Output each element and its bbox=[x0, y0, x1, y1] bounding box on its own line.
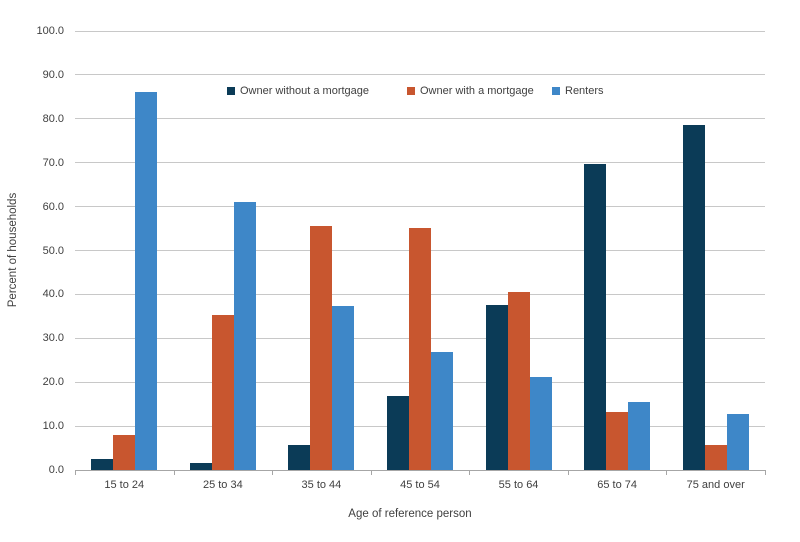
x-category-label: 35 to 44 bbox=[301, 479, 342, 491]
bar-series1-cat7 bbox=[682, 124, 705, 470]
bar-series3-cat5 bbox=[529, 377, 552, 470]
gridline bbox=[75, 206, 765, 208]
x-category-label: 55 to 64 bbox=[498, 479, 539, 491]
bar-series3-cat4 bbox=[431, 352, 453, 470]
x-tick-mark bbox=[173, 470, 175, 475]
gridline bbox=[75, 74, 765, 76]
y-tick-label: 0.0 bbox=[48, 464, 64, 476]
bar-series2-cat3 bbox=[310, 225, 333, 470]
gridline bbox=[75, 30, 765, 32]
legend-item: Owner without a mortgage bbox=[227, 85, 369, 97]
gridline bbox=[75, 162, 765, 164]
y-tick-label: 70.0 bbox=[42, 156, 64, 169]
y-tick-label: 50.0 bbox=[42, 244, 64, 257]
bar-series2-cat7 bbox=[704, 445, 727, 470]
bar-series3-cat2 bbox=[233, 202, 256, 470]
bar-series2-cat1 bbox=[113, 434, 136, 470]
y-tick-label: 20.0 bbox=[42, 376, 64, 389]
x-tick-mark bbox=[666, 470, 668, 475]
bar-series1-cat3 bbox=[288, 445, 311, 470]
gridline bbox=[75, 118, 765, 120]
x-tick-mark bbox=[75, 470, 76, 475]
bar-series2-cat5 bbox=[507, 292, 530, 470]
legend-item: Owner with a mortgage bbox=[407, 85, 534, 97]
y-tick-label: 100.0 bbox=[36, 25, 64, 37]
x-category-label: 75 and over bbox=[686, 479, 745, 491]
bar-series2-cat2 bbox=[211, 314, 234, 470]
bar-series1-cat6 bbox=[584, 164, 607, 470]
bar-series3-cat3 bbox=[332, 306, 355, 470]
x-tick-mark bbox=[469, 470, 471, 475]
legend-swatch-icon bbox=[227, 87, 235, 95]
legend-swatch-icon bbox=[552, 87, 560, 95]
x-tick-mark bbox=[272, 470, 274, 475]
legend-item: Renters bbox=[552, 85, 604, 97]
x-tick-mark bbox=[370, 470, 372, 475]
x-category-label: 45 to 54 bbox=[400, 479, 440, 491]
x-category-label: 65 to 74 bbox=[597, 479, 637, 491]
x-tick-mark bbox=[567, 470, 569, 475]
bar-series3-cat6 bbox=[628, 402, 651, 470]
y-tick-label: 40.0 bbox=[42, 288, 64, 301]
x-category-label: 15 to 24 bbox=[104, 479, 145, 491]
bar-series3-cat7 bbox=[726, 413, 749, 470]
y-tick-label: 80.0 bbox=[42, 112, 64, 125]
legend-label: Owner without a mortgage bbox=[240, 85, 370, 97]
bar-series2-cat6 bbox=[606, 412, 629, 470]
bar-series1-cat5 bbox=[485, 305, 508, 470]
y-tick-label: 10.0 bbox=[42, 420, 64, 433]
bar-series1-cat4 bbox=[387, 396, 409, 470]
bar-series1-cat2 bbox=[189, 462, 212, 470]
y-tick-label: 90.0 bbox=[42, 68, 64, 81]
legend-label: Renters bbox=[565, 85, 604, 97]
legend-swatch-icon bbox=[407, 87, 415, 95]
bar-series1-cat1 bbox=[91, 459, 114, 470]
y-axis-title: Percent of households bbox=[7, 192, 19, 308]
x-axis-title: Age of reference person bbox=[348, 508, 472, 520]
x-category-label: 25 to 34 bbox=[202, 479, 243, 491]
legend-label: Owner with a mortgage bbox=[420, 85, 534, 97]
y-tick-label: 60.0 bbox=[42, 200, 64, 213]
x-tick-mark bbox=[765, 470, 766, 475]
bar-series3-cat1 bbox=[135, 91, 158, 470]
bar-series2-cat4 bbox=[409, 227, 431, 470]
y-tick-label: 30.0 bbox=[42, 332, 64, 345]
